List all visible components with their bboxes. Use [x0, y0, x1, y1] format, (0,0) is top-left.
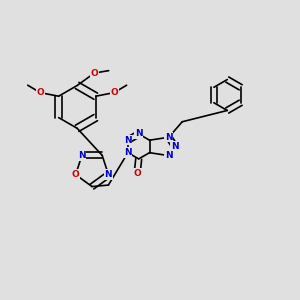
Text: N: N — [171, 142, 178, 151]
Text: N: N — [124, 136, 132, 145]
Text: N: N — [165, 151, 172, 160]
Text: O: O — [133, 169, 141, 178]
Text: N: N — [78, 151, 86, 160]
Text: N: N — [135, 130, 142, 139]
Text: O: O — [91, 68, 98, 77]
Text: O: O — [110, 88, 118, 97]
Text: O: O — [72, 170, 80, 179]
Text: N: N — [165, 133, 172, 142]
Text: N: N — [105, 170, 112, 179]
Text: N: N — [124, 148, 132, 157]
Text: O: O — [36, 88, 44, 97]
